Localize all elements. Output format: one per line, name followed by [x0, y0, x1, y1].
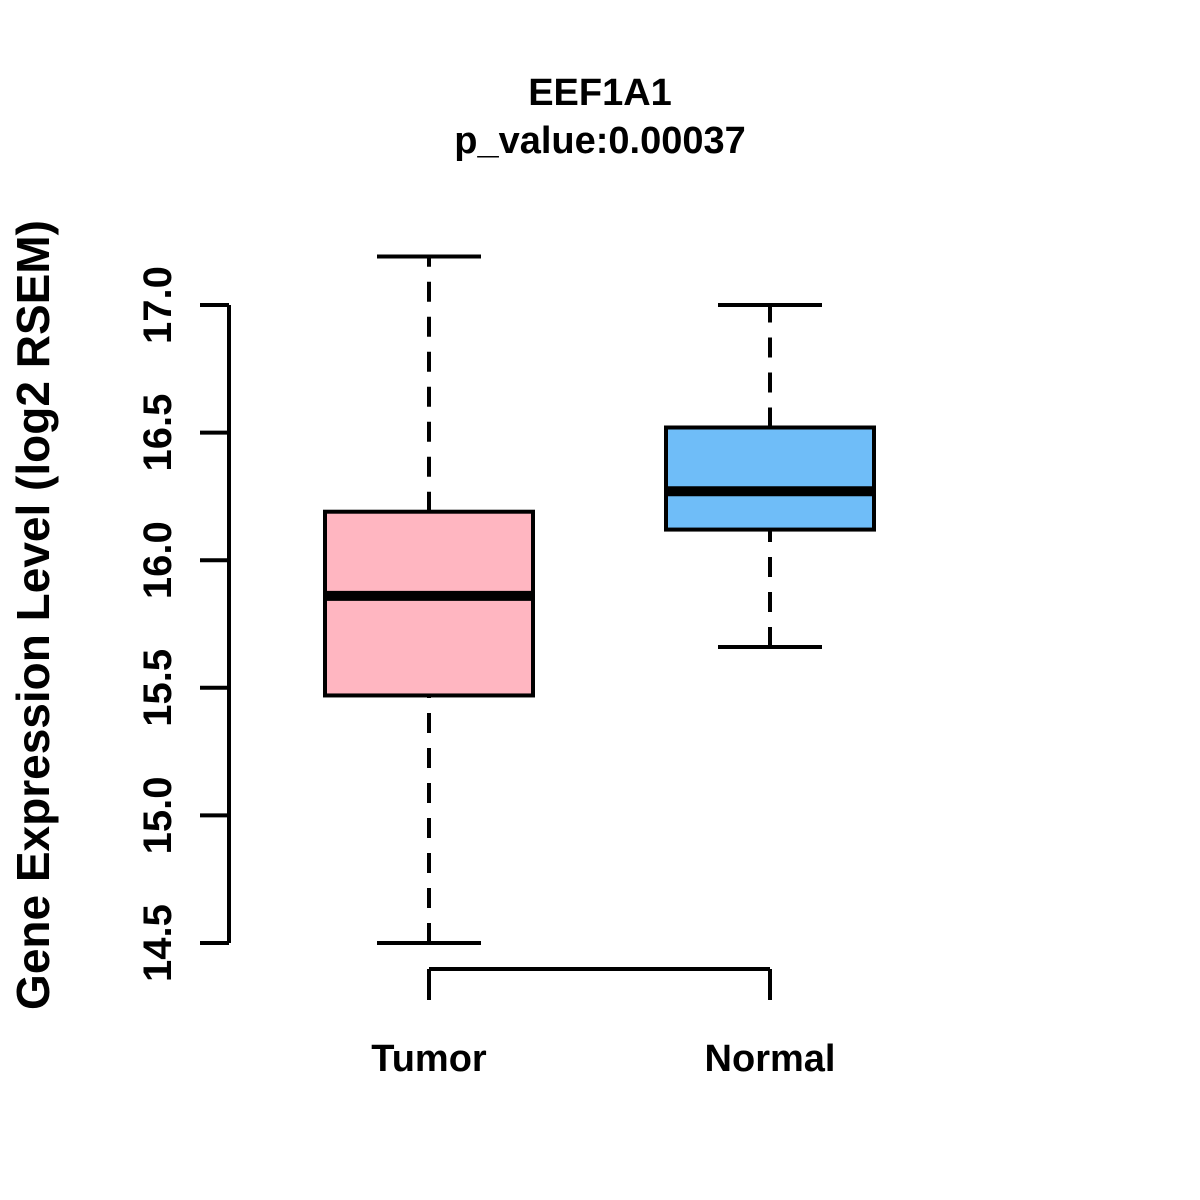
- box-normal: [664, 425, 876, 532]
- y-tick-label: 16.0: [136, 521, 180, 599]
- x-tick-label-tumor: Tumor: [371, 1038, 487, 1080]
- y-tick-label: 14.5: [136, 904, 180, 982]
- box-tumor: [323, 509, 535, 698]
- y-tick-label: 17.0: [136, 266, 180, 344]
- y-tick-label: 16.5: [136, 394, 180, 472]
- y-tick-label: 15.5: [136, 649, 180, 727]
- chart-title: EEF1A1: [528, 72, 672, 114]
- chart-subtitle-pvalue: p_value:0.00037: [454, 120, 746, 162]
- y-tick-label: 15.0: [136, 776, 180, 854]
- x-tick-label-normal: Normal: [704, 1038, 836, 1080]
